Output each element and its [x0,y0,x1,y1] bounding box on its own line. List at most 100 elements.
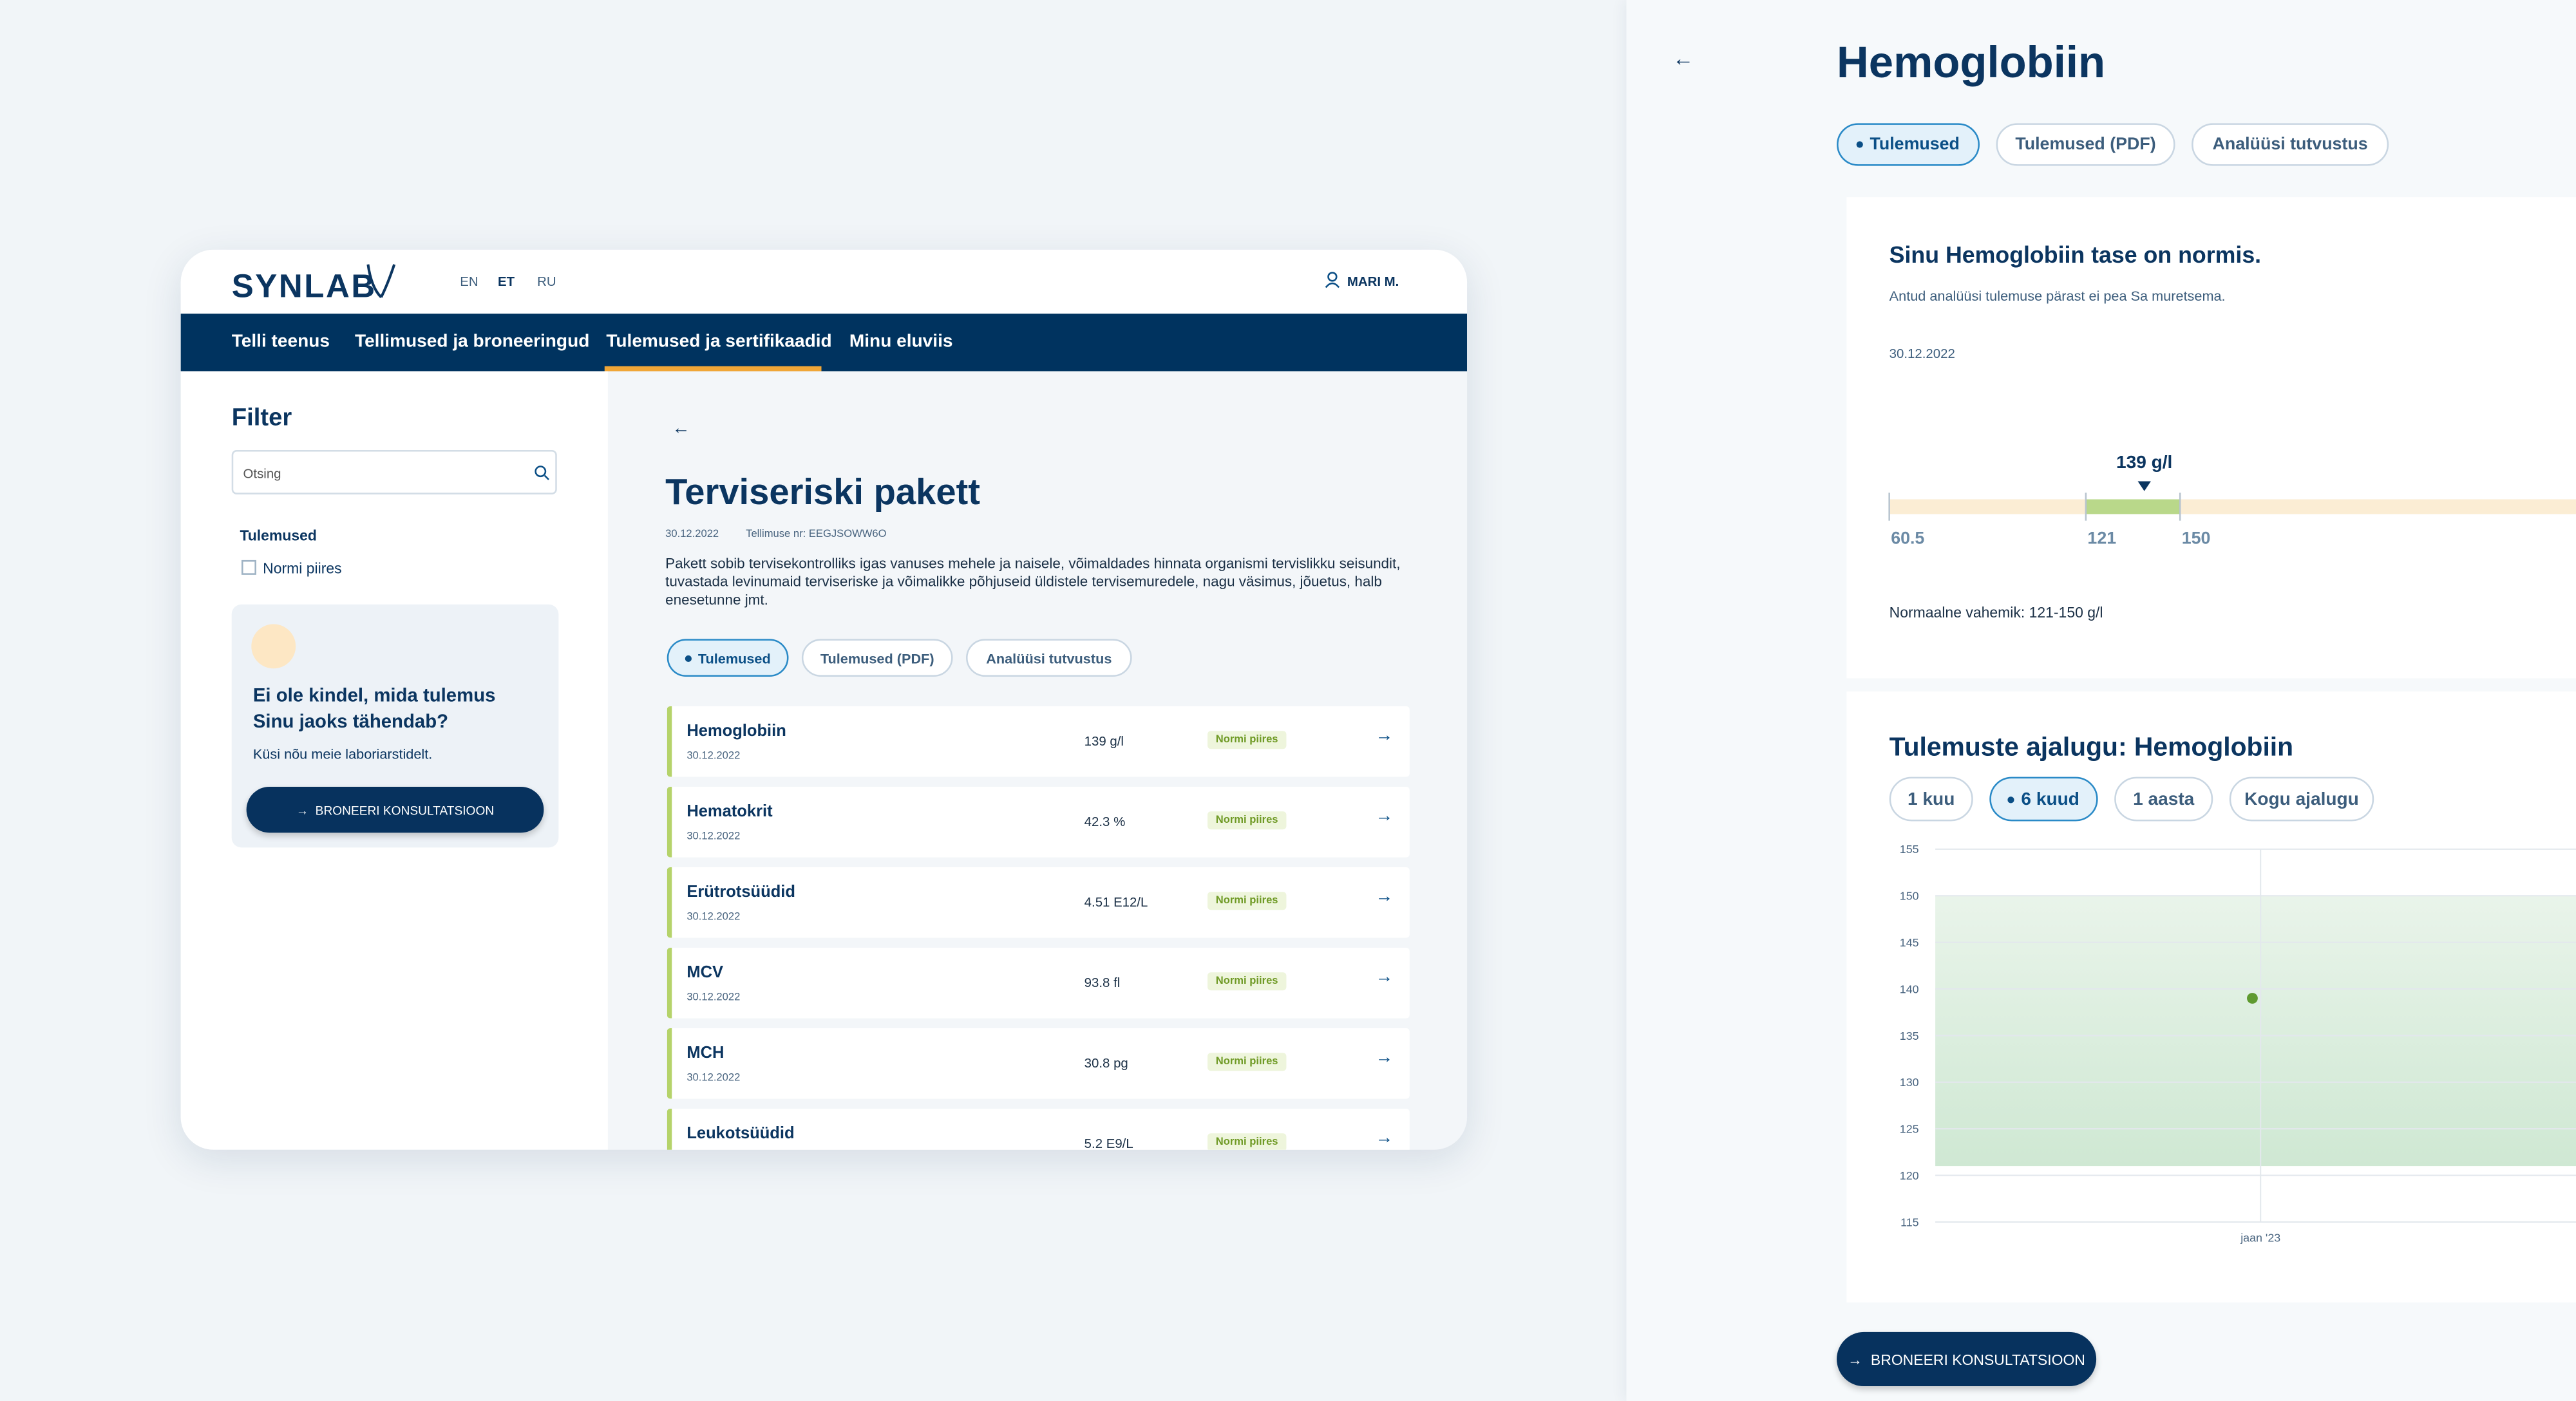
normal-range: Normaalne vahemik: 121-150 g/l [1889,604,2103,621]
status-card: Sinu Hemoglobiin tase on normis. Antud a… [1846,197,2576,679]
status-badge: Normi piires [1208,731,1287,749]
y-tick-label: 115 [1900,1216,1919,1228]
help-text: Küsi nõu meie laboriarstidelt. [252,746,433,762]
result-value: 30.8 pg [1084,1056,1128,1071]
result-row[interactable]: Erütrotsüüdid 30.12.2022 4.51 E12/L Normi p… [667,867,1410,938]
header: SYNLAB MARI M. EN ET RU [180,249,1468,314]
user-icon [1325,272,1340,288]
tab[interactable]: Tulemused [667,639,789,677]
result-date: 30.12.2022 [1889,346,1955,362]
nav-item[interactable]: Minu eluviis [849,332,953,352]
gauge-value-label: 139 g/l [2116,452,2172,472]
back-arrow[interactable]: ← [672,418,690,439]
nav-bar: Telli teenus Tellimused ja broneeringud Tu… [180,314,1468,371]
status-text: Antud analüüsi tulemuse pärast ei pea Sa… [1889,287,2226,304]
result-value: 139 g/l [1084,734,1124,749]
logo-mark [366,264,396,299]
result-name: MCV [687,964,724,983]
result-name: Hemoglobiin [687,722,786,741]
result-name: Leukotsüüdid [687,1125,795,1143]
data-point [2247,993,2258,1004]
normal-band [1935,896,2576,1167]
filter-title: Filter [231,404,292,432]
status-badge: Normi piires [1208,892,1287,910]
help-card: Ei ole kindel, mida tulemus Sinu jaoks t… [231,604,559,848]
search-box[interactable]: Otsing [231,449,557,494]
result-value: 5.2 E9/L [1084,1136,1133,1150]
result-value: 93.8 fl [1084,975,1121,991]
tab[interactable]: 1 kuu [1889,776,1973,822]
y-tick-label: 120 [1900,1169,1919,1182]
result-date: 30.12.2022 [687,911,741,923]
gauge-tick-label: 60.5 [1891,528,1924,547]
tab[interactable]: Tulemused (PDF) [801,639,953,677]
nav-active-underline [604,366,822,371]
tab[interactable]: Kogu ajalugu [2229,776,2374,822]
consult-button[interactable]: → BRONEERI KONSULTATSIOON [246,786,544,833]
result-name: Hematokrit [687,803,773,822]
row-arrow: → [1375,726,1394,746]
package-date: 30.12.2022 [665,529,719,541]
result-row[interactable]: MCH 30.12.2022 30.8 pg Normi piires → [667,1028,1410,1099]
result-date: 30.12.2022 [687,831,741,843]
gauge-tick-label: 121 [2087,528,2116,547]
row-arrow: → [1375,967,1394,988]
status-badge: Normi piires [1208,811,1287,830]
y-tick-label: 125 [1900,1123,1919,1136]
result-date: 30.12.2022 [687,992,741,1004]
result-row[interactable]: Hemoglobiin 30.12.2022 139 g/l Normi piires… [667,706,1410,777]
y-tick-label: 135 [1900,1030,1919,1042]
user-name[interactable]: MARI M. [1347,274,1399,289]
filter-group-title: Tulemused [240,527,317,544]
result-row[interactable]: Hematokrit 30.12.2022 42.3 % Normi piires → [667,786,1410,858]
x-tick-label: jaan '23 [2240,1232,2280,1245]
status-badge: Normi piires [1208,1053,1287,1071]
language-option[interactable]: RU [537,274,556,289]
result-date: 30.12.2022 [687,750,741,762]
row-arrow: → [1375,1048,1394,1068]
y-tick-label: 130 [1900,1076,1919,1089]
checkbox[interactable] [242,559,256,575]
doctor-icon [251,624,296,669]
history-title: Tulemuste ajalugu: Hemoglobiin [1889,734,2294,762]
nav-item[interactable]: Telli teenus [231,332,330,352]
status-title: Sinu Hemoglobiin tase on normis. [1889,241,2262,268]
tab[interactable]: Tulemused (PDF) [1996,123,2175,166]
status-badge: Normi piires [1208,972,1287,991]
y-tick-label: 140 [1900,983,1919,995]
tab[interactable]: Analüüsi tutvustus [2192,123,2389,166]
nav-item[interactable]: Tulemused ja sertifikaadid [606,332,832,352]
sidebar: Filter Otsing Tulemused Normi piires Ei … [180,371,608,1150]
gauge-normal-band [2085,499,2181,514]
gauge-track [1889,499,2576,514]
gauge-tick-label: 150 [2182,528,2211,547]
language-option[interactable]: EN [460,274,478,289]
y-tick-label: 150 [1900,890,1919,903]
consult-button[interactable]: → BRONEERI KONSULTATSIOON [1837,1331,2097,1387]
tab[interactable]: 6 kuud [1989,776,2098,822]
order-number: Tellimuse nr: EEGJSOWW6O [746,529,887,541]
tab[interactable]: Tulemused [1837,123,1980,166]
result-name: MCH [687,1044,724,1063]
result-row[interactable]: MCV 30.12.2022 93.8 fl Normi piires → [667,947,1410,1019]
app-window: SYNLAB MARI M. EN ET RU Telli teenus Tellim… [180,249,1468,1150]
nav-item[interactable]: Tellimused ja broneeringud [355,332,590,352]
y-tick-label: 155 [1900,843,1919,856]
search-icon [535,465,549,480]
gauge-marker [2137,481,2151,491]
tab[interactable]: 1 aasta [2114,776,2213,822]
tab[interactable]: Analüüsi tutvustus [966,639,1132,677]
result-date: 30.12.2022 [687,1072,741,1084]
result-value: 4.51 E12/L [1084,895,1148,910]
button-label: BRONEERI KONSULTATSIOON [1870,1351,2085,1368]
y-tick-label: 145 [1900,936,1919,949]
back-arrow[interactable]: ← [1672,46,1694,71]
package-description: Pakett sobib tervisekontrolliks igas van… [665,555,1401,608]
checkbox-label: Normi piires [263,559,342,577]
button-label: BRONEERI KONSULTATSIOON [315,802,495,818]
language-option[interactable]: ET [497,274,515,289]
